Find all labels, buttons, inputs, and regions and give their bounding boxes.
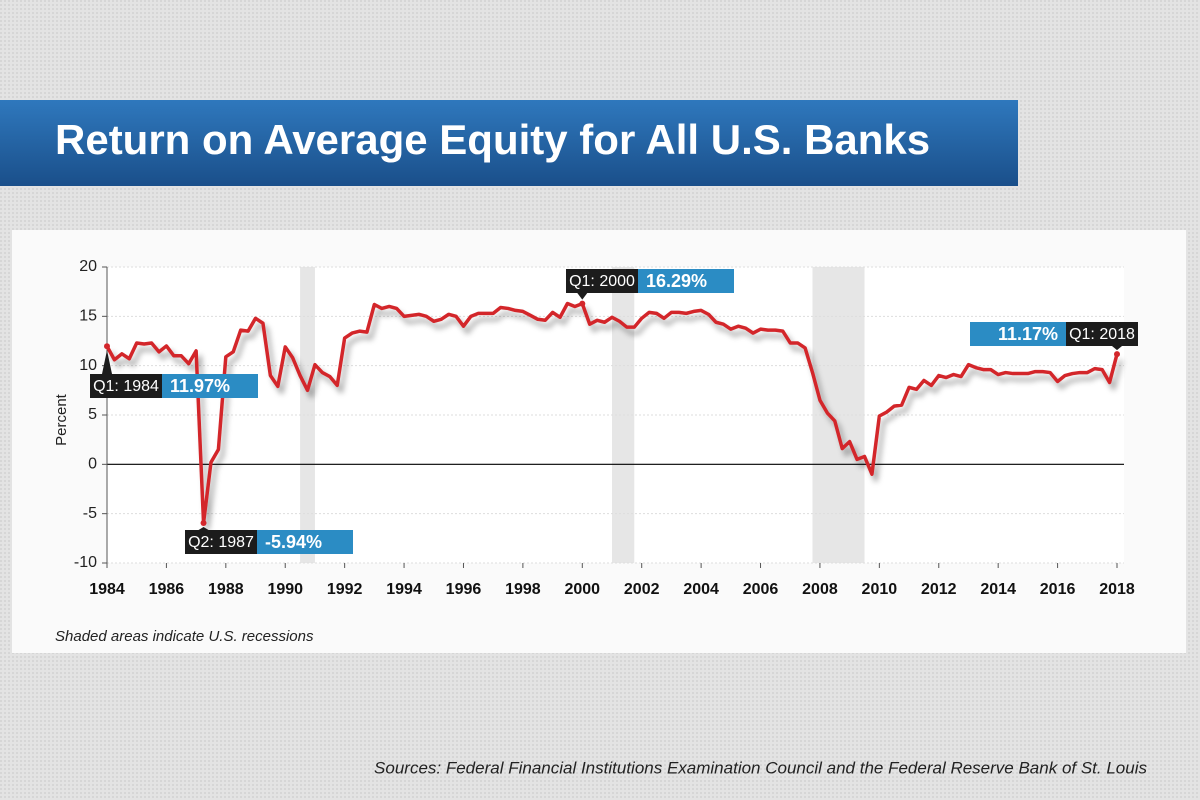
data-line [105, 301, 1119, 525]
y-tick-label: 5 [88, 406, 97, 423]
callout-label-box [566, 269, 638, 293]
callout-point [1114, 351, 1120, 358]
x-tick-label: 1986 [149, 581, 185, 598]
chart-title: Return on Average Equity for All U.S. Ba… [55, 116, 930, 163]
callout-label: Q2: 1987 [188, 534, 254, 551]
callout-pointer [198, 526, 209, 530]
x-tick-label: 1994 [386, 581, 422, 598]
callout-point [579, 300, 586, 307]
callout-value-box [162, 374, 258, 398]
y-tick-label: -5 [83, 505, 97, 522]
callout: Q1: 2018 11.17% [970, 322, 1138, 358]
callout-value: 11.97% [170, 376, 230, 396]
x-tick-label: 1998 [505, 581, 541, 598]
callout-label-box [90, 374, 162, 398]
title-band [0, 100, 1018, 186]
y-tick-label: 20 [79, 258, 97, 275]
callout: Q2: 1987 -5.94% [185, 519, 353, 554]
x-tick-label: 1992 [327, 581, 363, 598]
x-tick-label: 2008 [802, 581, 838, 598]
callout-value: 16.29% [646, 271, 707, 291]
x-tick-label: 1990 [267, 581, 303, 598]
x-tick-label: 2012 [921, 581, 957, 598]
source: Sources: Federal Financial Institutions … [374, 758, 1147, 777]
x-tick-label: 2018 [1099, 581, 1135, 598]
y-tick-label: 15 [79, 308, 97, 325]
callout: Q1: 2000 16.29% [566, 269, 734, 307]
callout-point [104, 343, 110, 350]
callout-pointer [577, 293, 588, 300]
y-tick-label: 0 [88, 456, 97, 473]
callout-label: Q1: 2000 [569, 273, 635, 290]
callout-value-box [257, 530, 353, 554]
callout-label: Q1: 1984 [93, 378, 159, 395]
y-tick-label: 10 [79, 357, 97, 374]
y-tick-label: -10 [74, 554, 97, 571]
x-tick-label: 2014 [980, 581, 1016, 598]
callout: Q1: 1984 11.97% [90, 343, 258, 398]
x-tick-label: 2006 [743, 581, 779, 598]
callout-point [200, 519, 207, 526]
x-tick-label: 1988 [208, 581, 244, 598]
callout-value: 11.17% [998, 324, 1058, 344]
callout-label: Q1: 2018 [1069, 326, 1135, 343]
callout-value: -5.94% [265, 532, 322, 552]
callout-value-box [970, 322, 1066, 346]
x-tick-label: 2000 [564, 581, 600, 598]
x-tick-label: 2010 [862, 581, 898, 598]
x-tick-label: 1984 [89, 581, 125, 598]
y-axis-label: Percent [53, 393, 70, 446]
callout-label-box [185, 530, 257, 554]
x-tick-label: 2002 [624, 581, 660, 598]
x-tick-label: 2016 [1040, 581, 1076, 598]
callout-pointer [102, 350, 112, 374]
callout-label-box [1066, 322, 1138, 346]
note: Shaded areas indicate U.S. recessions [55, 628, 314, 645]
callout-value-box [638, 269, 734, 293]
callout-pointer [1112, 346, 1122, 351]
x-tick-label: 1996 [446, 581, 482, 598]
x-tick-label: 2004 [683, 581, 719, 598]
